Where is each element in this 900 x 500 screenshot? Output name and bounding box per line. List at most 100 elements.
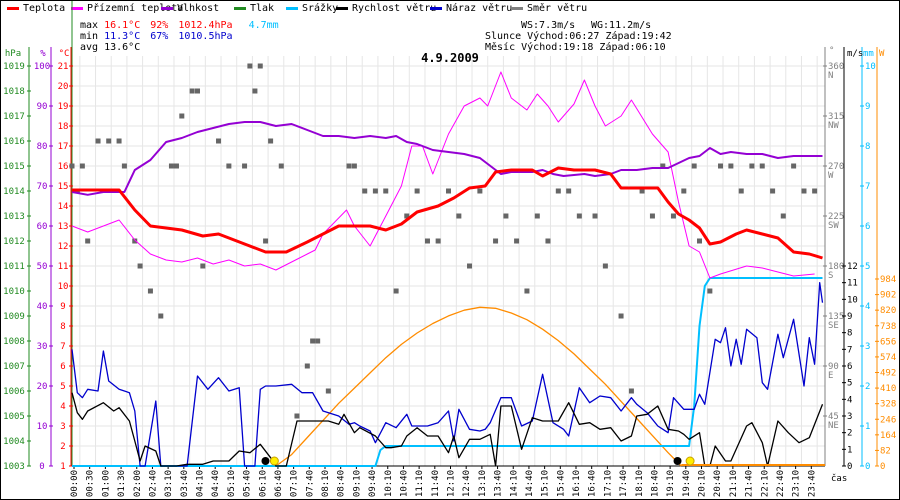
x-tick-label: 20:10: [698, 470, 708, 497]
degc-tick-label: 5: [60, 382, 65, 392]
wind-direction-point: [801, 188, 807, 194]
w-tick-label: 574: [880, 353, 896, 363]
w-axis-title: W: [879, 49, 885, 59]
legend-ground-temp: Přízemní teplota: [71, 3, 183, 14]
x-tick-label: 01:30: [117, 470, 127, 497]
w-tick-label: 656: [880, 337, 896, 347]
wind-direction-point: [477, 188, 483, 194]
marks: [69, 63, 825, 467]
legend-label: Směr větru: [527, 3, 588, 14]
wind-direction-point: [791, 163, 797, 169]
dir-tick-label: 360: [828, 62, 844, 72]
wind-direction-point: [576, 213, 582, 219]
max-humidity: 92%: [150, 20, 169, 31]
w-tick-label: 492: [880, 369, 896, 379]
legend-label: Přízemní teplota: [87, 3, 184, 14]
wind-direction-point: [252, 88, 258, 94]
w-tick-label: 0: [880, 462, 885, 472]
mm-tick-label: 8: [865, 142, 870, 152]
sun-set: Západ:19:42: [605, 31, 672, 42]
dir-compass-label: NE: [828, 421, 839, 431]
wind-direction-point: [106, 138, 112, 144]
x-tick-label: 19:40: [682, 470, 692, 497]
x-tick-label: 02:40: [148, 470, 158, 497]
sun-rise: Východ:06:27: [527, 31, 600, 42]
min-label: min: [80, 31, 99, 42]
ms-tick-label: 1: [847, 445, 852, 455]
degc-tick-label: 8: [60, 322, 65, 332]
dir-tick-label: 45: [828, 412, 839, 422]
legend-wind-speed: Rychlost větru: [336, 3, 436, 14]
x-tick-label: 15:10: [541, 470, 551, 497]
x-tick-label: 12:40: [462, 470, 472, 497]
wind-direction-point: [414, 188, 420, 194]
min-temp: 11.3°C: [104, 31, 141, 42]
degc-tick-label: 13: [58, 222, 69, 232]
pct-tick-label: 40: [37, 302, 48, 312]
wind-direction-point: [304, 363, 310, 369]
wind-direction-point: [179, 113, 185, 119]
rain-total: 4.7mm: [248, 20, 279, 31]
wind-direction-point: [79, 163, 85, 169]
ms-tick-label: 10: [847, 295, 858, 305]
hpa-tick-label: 1019: [3, 62, 25, 72]
mm-tick-label: 6: [865, 222, 870, 232]
legend-swatch: [7, 6, 19, 10]
dir-tick-label: 225: [828, 212, 844, 222]
legend-label: Srážky: [302, 3, 339, 14]
wind-direction-point: [69, 163, 75, 169]
max-temp: 16.1°C: [104, 20, 141, 31]
wind-direction-point: [121, 163, 127, 169]
wind-direction-point: [137, 263, 143, 269]
wind-direction-point: [749, 163, 755, 169]
degc-tick-label: 18: [58, 122, 69, 132]
wind-direction-point: [514, 238, 520, 244]
pct-tick-label: 60: [37, 222, 48, 232]
stats-wg: WG:11.2m/s: [591, 20, 651, 31]
ms-tick-label: 12: [847, 262, 858, 272]
w-tick-label: 82: [880, 446, 891, 456]
legend-label: Rychlost větru: [352, 3, 437, 14]
pct-tick-label: 80: [37, 142, 48, 152]
series-p-zemn-teplota: [71, 71, 815, 279]
legend-label: Vlhkost: [177, 3, 220, 14]
wind-direction-point: [545, 238, 551, 244]
wind-direction-point: [200, 263, 206, 269]
x-tick-label: 03:40: [180, 470, 190, 497]
wind-direction-point: [467, 263, 473, 269]
wind-direction-point: [257, 63, 263, 69]
w-tick-label: 902: [880, 291, 896, 301]
x-tick-label: 20:40: [713, 470, 723, 497]
pct-tick-label: 20: [37, 382, 48, 392]
legend-label: Teplota: [23, 3, 66, 14]
wind-direction-point: [503, 213, 509, 219]
legend-label: Náraz větru: [446, 3, 513, 14]
degc-tick-label: 3: [60, 422, 65, 432]
pct-tick-label: 90: [37, 102, 48, 112]
legend-swatch: [161, 6, 173, 10]
x-tick-label: 10:40: [399, 470, 409, 497]
moon-set-icon: [261, 457, 270, 465]
mm-tick-label: 5: [865, 262, 870, 272]
dir-compass-label: NW: [828, 121, 839, 131]
mm-axis-title: mm: [863, 49, 874, 59]
legend-swatch: [430, 6, 442, 10]
wind-direction-point: [158, 313, 164, 319]
x-tick-label: 07:40: [305, 470, 315, 497]
dir-tick-label: 315: [828, 112, 844, 122]
wind-direction-point: [493, 238, 499, 244]
max-label: max: [80, 20, 99, 31]
avg-label: avg: [80, 42, 99, 53]
degc-tick-label: 1: [60, 462, 65, 472]
pct-axis-title: %: [40, 49, 46, 59]
degc-tick-label: 6: [60, 362, 65, 372]
stats-ws: WS:7.3m/s: [521, 20, 575, 31]
dir-axis-title: °: [829, 46, 834, 56]
hpa-tick-label: 1017: [3, 112, 25, 122]
x-tick-label: 02:00: [133, 470, 143, 497]
legend-pressure: Tlak: [234, 3, 274, 14]
dir-compass-label: SE: [828, 321, 839, 331]
wind-direction-point: [456, 213, 462, 219]
wind-direction-point: [524, 288, 530, 294]
